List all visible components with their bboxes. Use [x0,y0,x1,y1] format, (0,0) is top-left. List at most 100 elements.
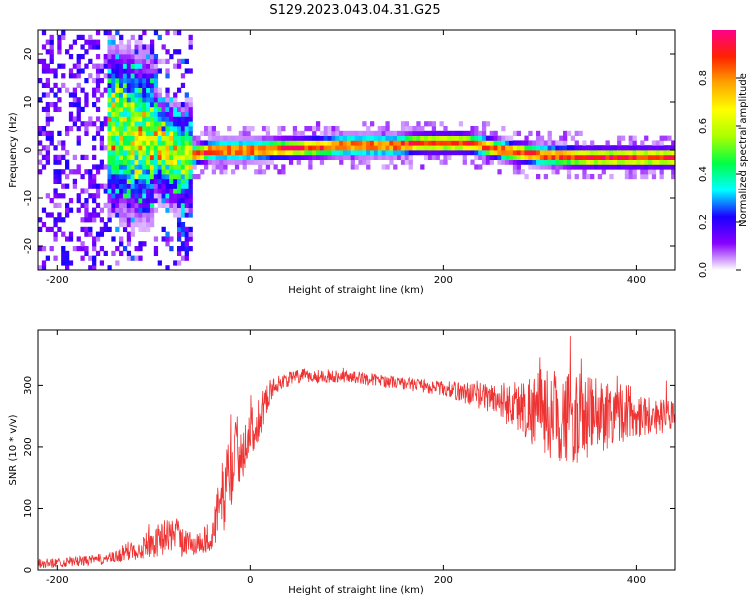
spectrogram-cell [53,217,58,223]
spectrogram-cell [508,140,514,146]
spectrogram-cell [161,58,166,64]
spectrogram-cell [115,135,120,141]
spectrogram-cell [95,183,101,189]
spectrogram-cell [122,174,128,180]
spectrogram-cell [258,159,263,165]
spectrogram-cell [180,178,186,184]
spectrogram-cell [49,68,54,74]
spectrogram-cell [555,169,560,175]
spectrogram-cell [188,212,193,218]
spectrogram-cell [157,178,162,184]
spectrogram-cell [416,145,421,151]
spectrogram-cell [667,135,672,141]
spectrogram-y-tick-label: 20 [23,48,34,61]
spectrogram-cell [296,135,301,141]
spectrogram-cell [539,164,545,170]
spectrogram-cell [169,198,174,204]
spectrogram-cell [72,39,78,45]
spectrogram-cell [385,135,390,141]
spectrogram-cell [153,207,159,213]
spectrogram-cell [481,159,487,165]
spectrogram-cell [49,44,54,50]
spectrogram-cell [107,63,112,69]
spectrogram-cell [138,188,143,194]
spectrogram-cell [207,140,213,146]
spectrogram-cell [246,145,251,151]
spectrogram-cell [485,150,491,156]
spectrogram-cell [524,174,529,180]
snr-y-label: SNR (10 * v/v) [8,414,19,485]
snr-x-tick-label: 400 [627,575,646,586]
spectrogram-cell [134,87,139,93]
spectrogram-cell [49,130,54,136]
spectrogram-cell [138,68,143,74]
spectrogram-cell [435,140,440,146]
spectrogram-cell [520,150,525,156]
spectrogram-cell [574,145,579,151]
spectrogram-cell [393,135,398,141]
spectrogram-cell [443,159,448,165]
spectrogram-cell [95,169,101,175]
spectrogram-cell [366,140,371,146]
spectrogram-cell [115,78,120,84]
spectrogram-cell [192,150,197,156]
spectrogram-cell [188,39,193,45]
spectrogram-cell [644,150,649,156]
spectrogram-cell [188,236,193,242]
spectrogram-cell [292,150,298,156]
spectrogram-cell [126,68,132,74]
spectrogram-cell [165,159,170,165]
spectrogram-cell [153,198,159,204]
spectrogram-cell [188,34,193,40]
spectrogram-cell [111,188,116,194]
spectrogram-cell [435,130,440,136]
spectrogram-cell [53,178,58,184]
spectrogram-cell [219,150,224,156]
spectrogram-cell [157,154,162,160]
spectrogram-cell [146,54,151,60]
spectrogram-cell [68,102,74,108]
spectrogram-cell [358,150,363,156]
spectrogram-cell [497,159,502,165]
spectrogram-cell [393,164,398,170]
spectrogram-cell [142,78,147,84]
spectrogram-cell [173,126,178,132]
spectrogram-cell [381,154,386,160]
spectrogram-cell [481,145,487,151]
spectrogram-cell [76,135,81,141]
spectrogram-cell [335,145,340,151]
spectrogram-cell [165,231,170,237]
spectrogram-cell [563,164,568,170]
spectrogram-cell [188,159,193,165]
spectrogram-cell [215,159,220,165]
spectrogram-cell [559,150,564,156]
spectrogram-cell [99,92,105,98]
spectrogram-cell [84,231,89,237]
spectrogram-cell [647,154,653,160]
spectrogram-cell [107,97,112,103]
spectrogram-cell [400,140,406,146]
spectrogram-cell [373,140,379,146]
spectrogram-cell [211,159,216,165]
spectrogram-cell [559,145,564,151]
spectrogram-cell [427,150,433,156]
spectrogram-cell [119,82,124,88]
spectrogram-cell [644,174,649,180]
spectrogram-cell [92,255,97,261]
spectrogram-cell [547,164,552,170]
spectrogram-cell [138,169,143,175]
spectrogram-cell [319,150,325,156]
spectrogram-cell [122,193,128,199]
spectrogram-cell [555,159,560,165]
spectrogram-cell [95,44,101,50]
spectrogram-cell [157,140,162,146]
spectrogram-cell [165,135,170,141]
spectrogram-cell [227,159,232,165]
spectrogram-cell [149,97,155,103]
spectrogram-cell [126,102,132,108]
spectrogram-cell [184,92,189,98]
spectrogram-cell [663,159,668,165]
spectrogram-cell [107,92,112,98]
spectrogram-cell [80,255,85,261]
